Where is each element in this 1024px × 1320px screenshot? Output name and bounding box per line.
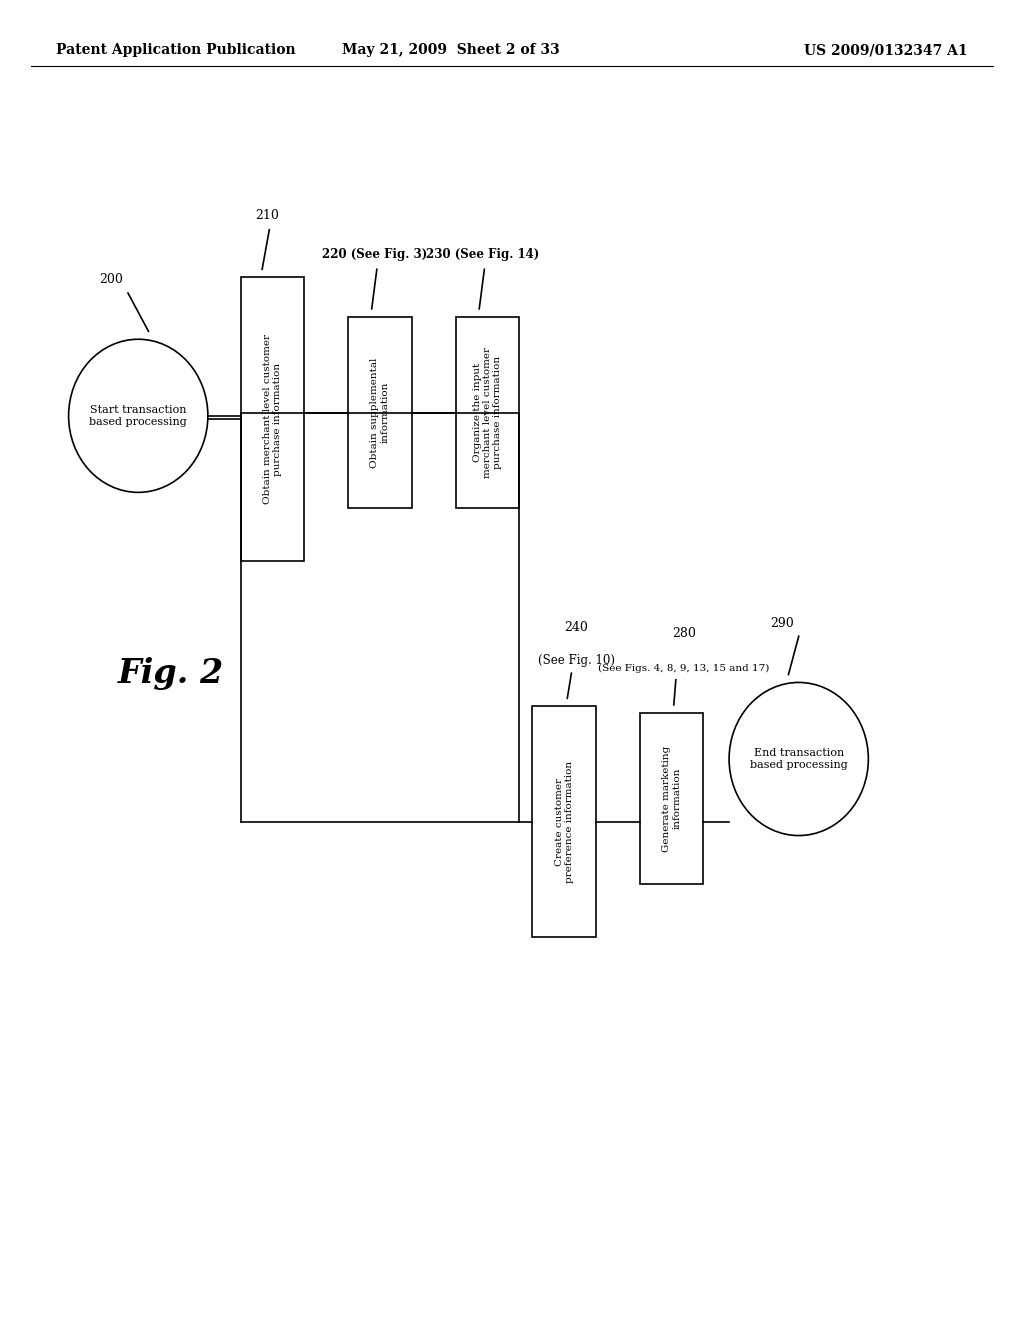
- Text: Create customer
preference information: Create customer preference information: [555, 760, 573, 883]
- Text: 200: 200: [99, 273, 123, 286]
- Text: 240: 240: [564, 620, 589, 634]
- Text: Patent Application Publication: Patent Application Publication: [56, 44, 296, 57]
- Text: US 2009/0132347 A1: US 2009/0132347 A1: [804, 44, 968, 57]
- Text: Organize the input
merchant level customer
purchase information: Organize the input merchant level custom…: [472, 347, 503, 478]
- Text: 220 (See Fig. 3): 220 (See Fig. 3): [323, 248, 427, 261]
- Text: 210: 210: [255, 209, 280, 222]
- Text: (See Fig. 10): (See Fig. 10): [538, 653, 615, 667]
- Text: Fig. 2: Fig. 2: [118, 657, 224, 689]
- Text: Obtain merchant level customer
purchase information: Obtain merchant level customer purchase …: [263, 334, 282, 504]
- Text: End transaction
based processing: End transaction based processing: [750, 748, 848, 770]
- Text: 230 (See Fig. 14): 230 (See Fig. 14): [426, 248, 539, 261]
- Text: 290: 290: [770, 616, 794, 630]
- Text: Generate marketing
information: Generate marketing information: [663, 746, 681, 851]
- Text: May 21, 2009  Sheet 2 of 33: May 21, 2009 Sheet 2 of 33: [342, 44, 559, 57]
- Text: Obtain supplemental
information: Obtain supplemental information: [371, 358, 389, 467]
- Text: (See Figs. 4, 8, 9, 13, 15 and 17): (See Figs. 4, 8, 9, 13, 15 and 17): [598, 664, 770, 673]
- Text: Start transaction
based processing: Start transaction based processing: [89, 405, 187, 426]
- Text: 280: 280: [672, 627, 696, 640]
